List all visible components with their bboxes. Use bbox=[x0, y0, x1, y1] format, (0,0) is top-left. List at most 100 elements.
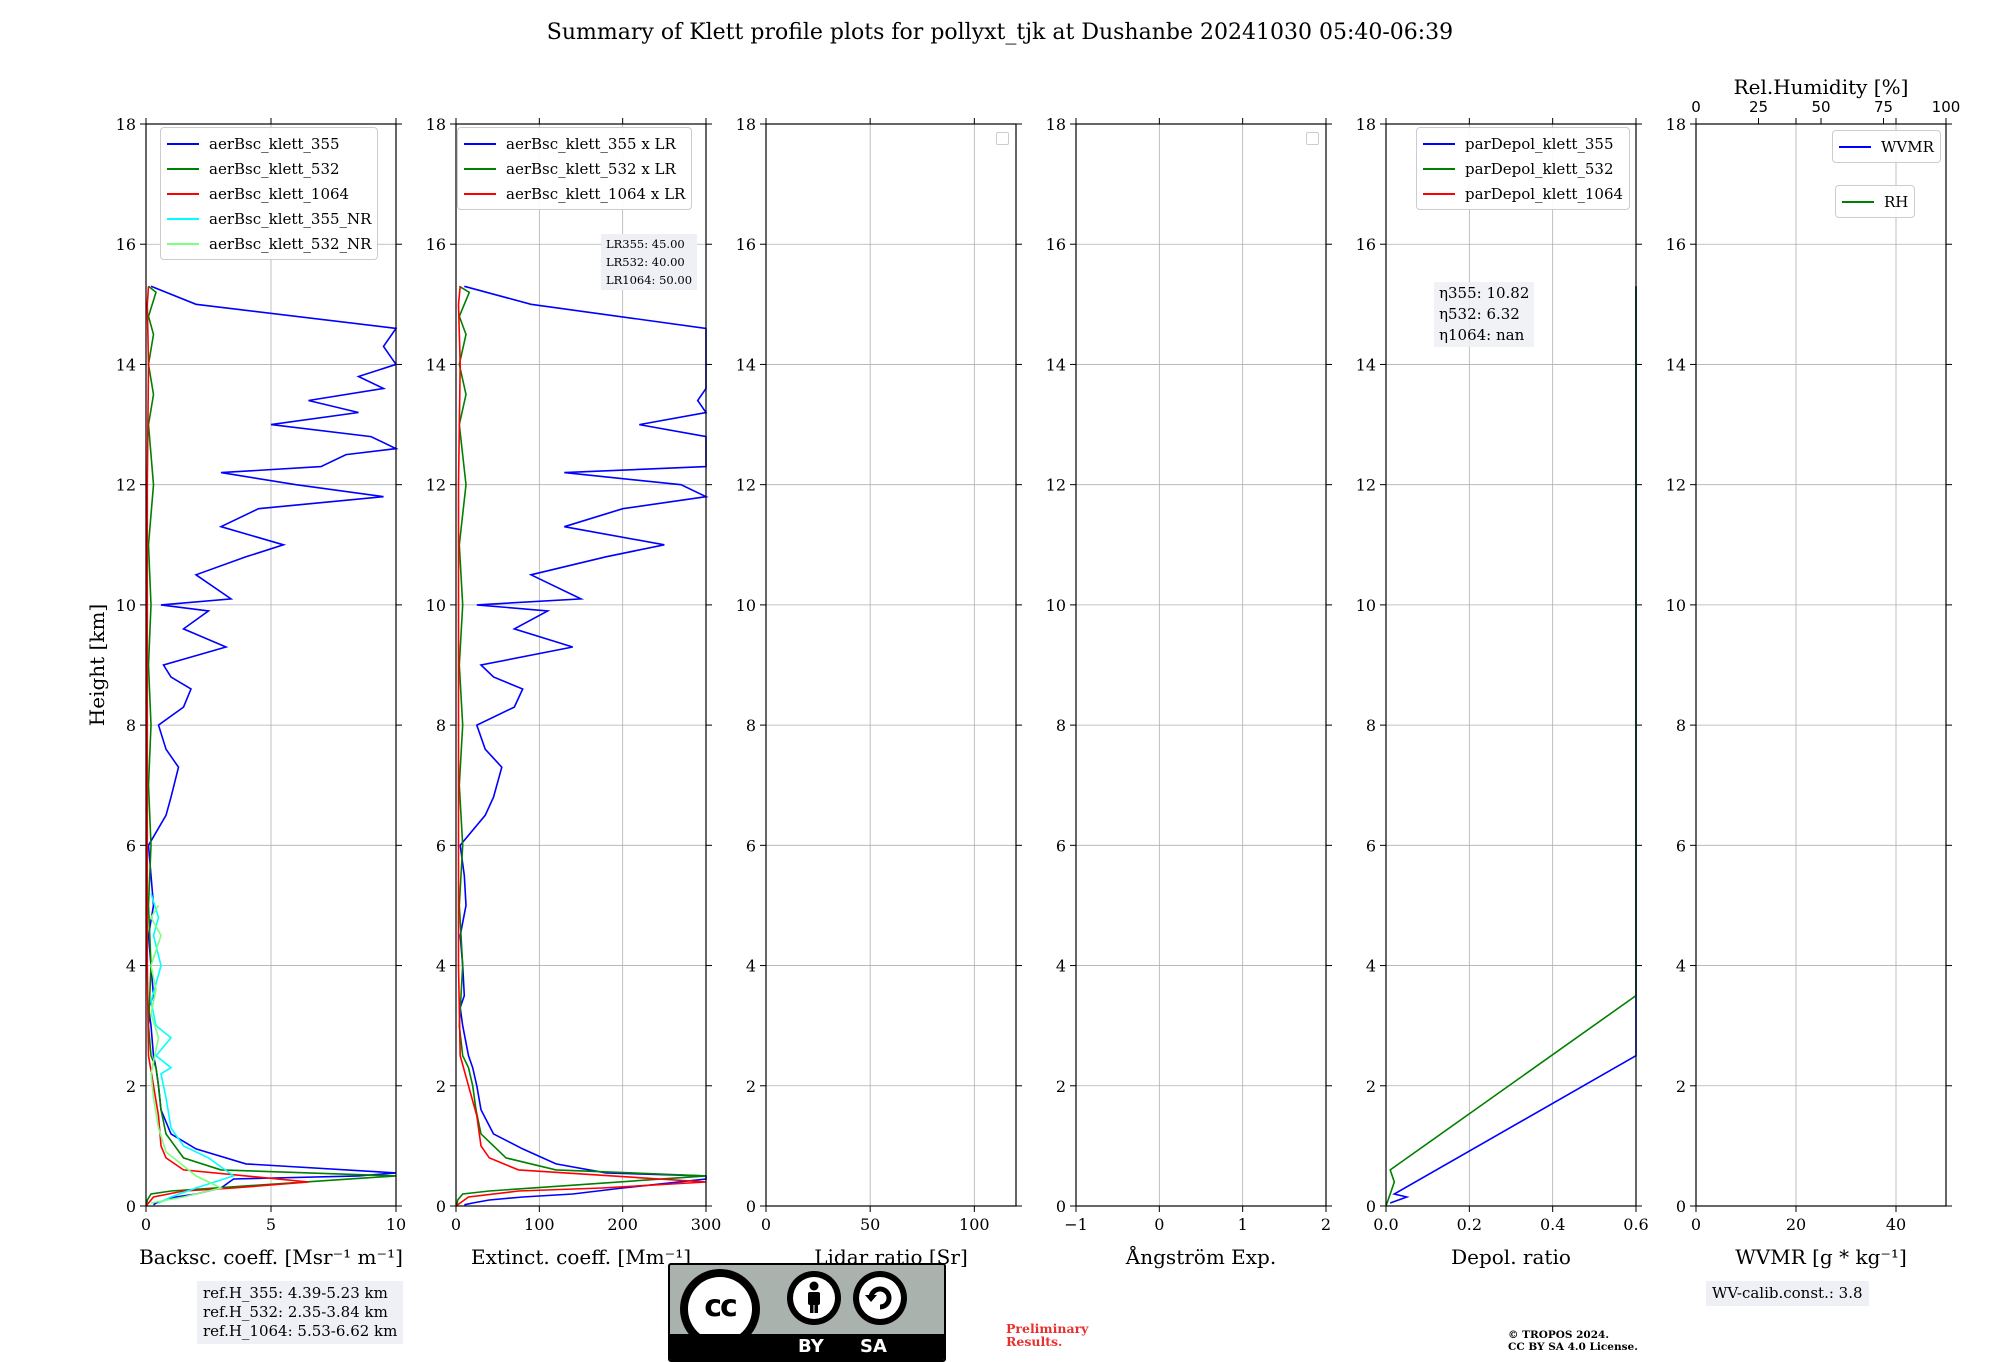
x-tick-label: 100 bbox=[524, 1215, 555, 1234]
x-tick-label: 0.4 bbox=[1540, 1215, 1565, 1234]
legend-line-icon bbox=[167, 192, 199, 195]
y-tick-label: 4 bbox=[1366, 957, 1376, 976]
legend-entry: parDepol_klett_1064 bbox=[1423, 181, 1623, 206]
y-tick-label: 18 bbox=[116, 115, 136, 134]
eta-box: η355: 10.82 η532: 6.32 η1064: nan bbox=[1434, 282, 1535, 347]
y-tick-label: 2 bbox=[1676, 1077, 1686, 1096]
y-tick-label: 16 bbox=[1666, 235, 1686, 254]
x-tick-label: 200 bbox=[607, 1215, 638, 1234]
legend-entry: aerBsc_klett_355_NR bbox=[167, 206, 371, 231]
legend-entry: aerBsc_klett_355 bbox=[167, 131, 371, 156]
y-tick-label: 8 bbox=[126, 716, 136, 735]
copyright-note: © TROPOS 2024. CC BY SA 4.0 License. bbox=[1508, 1329, 1638, 1353]
legend-depol[interactable]: parDepol_klett_355 parDepol_klett_532 pa… bbox=[1416, 127, 1631, 210]
y-tick-label: 2 bbox=[126, 1077, 136, 1096]
legend-backscatter[interactable]: aerBsc_klett_355 aerBsc_klett_532 aerBsc… bbox=[160, 127, 379, 260]
copyright-line: CC BY SA 4.0 License. bbox=[1508, 1341, 1638, 1353]
y-tick-label: 18 bbox=[426, 115, 446, 134]
y-tick-label: 16 bbox=[736, 235, 756, 254]
x-tick-label: 0.6 bbox=[1623, 1215, 1648, 1234]
cc-by-label: BY bbox=[798, 1336, 824, 1357]
y-tick-label: 4 bbox=[436, 957, 446, 976]
legend-label: parDepol_klett_532 bbox=[1465, 159, 1614, 178]
x-tick-label: 100 bbox=[959, 1215, 990, 1234]
axes-frame bbox=[765, 123, 1017, 1207]
legend-label: aerBsc_klett_1064 bbox=[209, 184, 350, 203]
y-tick-label: 8 bbox=[436, 716, 446, 735]
series-line-aerBsc_klett_1064-x-LR bbox=[455, 286, 707, 1207]
legend-label: aerBsc_klett_532_NR bbox=[209, 234, 372, 253]
y-tick-label: 14 bbox=[736, 355, 756, 374]
x-tick-label: 50 bbox=[860, 1215, 880, 1234]
legend-rh[interactable]: RH bbox=[1835, 185, 1916, 218]
x-axis-label: Depol. ratio bbox=[1451, 1245, 1571, 1269]
ref-height-1064: ref.H_1064: 5.53-6.62 km bbox=[203, 1322, 398, 1340]
ref-height-355: ref.H_355: 4.39-5.23 km bbox=[203, 1284, 388, 1302]
legend-lidar-ratio-empty[interactable] bbox=[996, 132, 1009, 145]
legend-line-icon bbox=[167, 167, 199, 170]
y-tick-label: 10 bbox=[116, 596, 136, 615]
ref-height-532: ref.H_532: 2.35-3.84 km bbox=[203, 1303, 388, 1321]
x-tick-label: 0.2 bbox=[1457, 1215, 1482, 1234]
y-tick-label: 8 bbox=[1676, 716, 1686, 735]
legend-label: parDepol_klett_1064 bbox=[1465, 184, 1624, 203]
series-line-aerBsc_klett_355-x-LR bbox=[459, 285, 709, 1206]
y-tick-label: 10 bbox=[426, 596, 446, 615]
series-line-parDepol_klett_532 bbox=[1385, 286, 1637, 1207]
cc-text: cc bbox=[704, 1289, 738, 1324]
preliminary-note: Preliminary Results. bbox=[1006, 1322, 1088, 1348]
y-tick-label: 6 bbox=[1056, 836, 1066, 855]
legend-entry: aerBsc_klett_532 bbox=[167, 156, 371, 181]
top-x-tick-label: 0 bbox=[1691, 98, 1701, 116]
y-tick-label: 0 bbox=[436, 1197, 446, 1216]
legend-entry: parDepol_klett_532 bbox=[1423, 156, 1623, 181]
cc-license-badge: cc BY SA bbox=[668, 1263, 946, 1362]
x-tick-label: 300 bbox=[691, 1215, 722, 1234]
legend-label: aerBsc_klett_355_NR bbox=[209, 209, 372, 228]
series-line-aerBsc_klett_532 bbox=[145, 285, 397, 1207]
axes-frame bbox=[145, 123, 397, 1207]
eta-532: η532: 6.32 bbox=[1439, 305, 1520, 323]
y-axis-label: Height [km] bbox=[85, 604, 109, 726]
top-x-axis-label: Rel.Humidity [%] bbox=[1734, 75, 1909, 99]
y-tick-label: 12 bbox=[426, 476, 446, 495]
copyright-line: © TROPOS 2024. bbox=[1508, 1329, 1610, 1341]
legend-line-icon bbox=[167, 142, 199, 145]
axes-frame bbox=[1385, 123, 1637, 1207]
y-tick-label: 8 bbox=[1056, 716, 1066, 735]
y-tick-label: 12 bbox=[736, 476, 756, 495]
y-tick-label: 0 bbox=[1676, 1197, 1686, 1216]
y-tick-label: 16 bbox=[426, 235, 446, 254]
legend-line-icon bbox=[1423, 167, 1455, 170]
y-tick-label: 6 bbox=[1676, 836, 1686, 855]
cc-sa-label: SA bbox=[860, 1336, 887, 1357]
y-tick-label: 2 bbox=[1366, 1077, 1376, 1096]
x-axis-label: WVMR [g * kg⁻¹] bbox=[1735, 1245, 1907, 1269]
y-tick-label: 18 bbox=[1666, 115, 1686, 134]
y-tick-label: 18 bbox=[1046, 115, 1066, 134]
legend-entry: aerBsc_klett_532 x LR bbox=[464, 156, 685, 181]
legend-wvmr[interactable]: WVMR bbox=[1832, 130, 1941, 163]
legend-line-icon bbox=[464, 192, 496, 195]
y-tick-label: 12 bbox=[1666, 476, 1686, 495]
legend-label: RH bbox=[1884, 192, 1909, 211]
x-tick-label: 0.0 bbox=[1373, 1215, 1398, 1234]
y-tick-label: 10 bbox=[736, 596, 756, 615]
y-tick-label: 10 bbox=[1046, 596, 1066, 615]
y-tick-label: 0 bbox=[746, 1197, 756, 1216]
legend-angstrom-empty[interactable] bbox=[1306, 132, 1319, 145]
legend-line-icon bbox=[464, 167, 496, 170]
legend-extinction[interactable]: aerBsc_klett_355 x LR aerBsc_klett_532 x… bbox=[457, 127, 693, 210]
y-tick-label: 2 bbox=[1056, 1077, 1066, 1096]
y-tick-label: 12 bbox=[1356, 476, 1376, 495]
legend-label: aerBsc_klett_532 bbox=[209, 159, 340, 178]
preliminary-line: Preliminary bbox=[1006, 1321, 1089, 1336]
x-axis-label: Backsc. coeff. [Msr⁻¹ m⁻¹] bbox=[139, 1245, 403, 1269]
y-tick-label: 14 bbox=[116, 355, 136, 374]
series-line-aerBsc_klett_355 bbox=[147, 285, 399, 1206]
y-tick-label: 0 bbox=[1366, 1197, 1376, 1216]
lidar-ratio-box: LR355: 45.00 LR532: 40.00 LR1064: 50.00 bbox=[601, 234, 698, 290]
legend-label: aerBsc_klett_1064 x LR bbox=[506, 184, 686, 203]
legend-entry: parDepol_klett_355 bbox=[1423, 131, 1623, 156]
eta-355: η355: 10.82 bbox=[1439, 284, 1530, 302]
